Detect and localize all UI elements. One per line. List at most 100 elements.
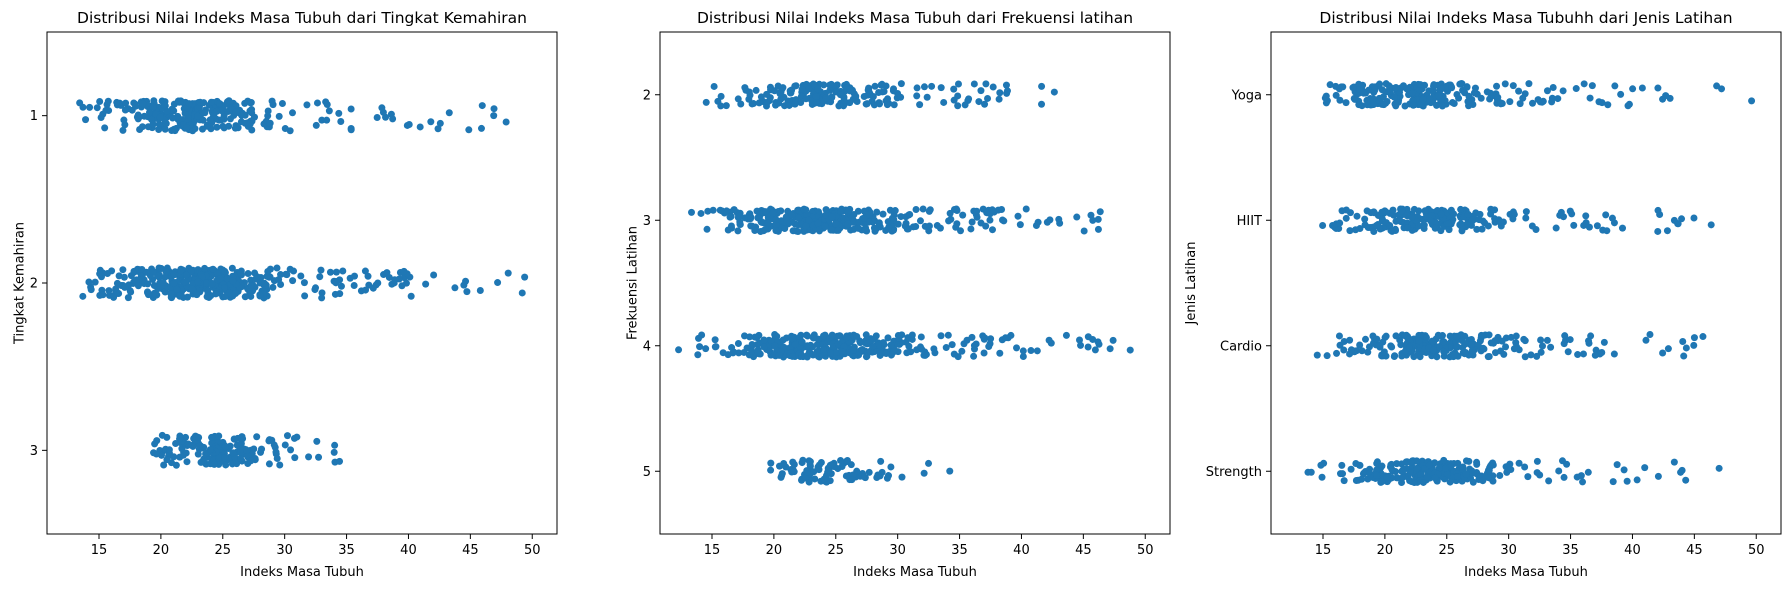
data-point xyxy=(1022,205,1030,213)
data-point xyxy=(1438,332,1446,340)
data-point xyxy=(1462,470,1470,478)
data-point xyxy=(1654,227,1662,235)
data-point xyxy=(1574,351,1582,359)
data-point xyxy=(874,471,882,479)
data-point xyxy=(1349,84,1357,92)
data-point xyxy=(115,272,123,280)
data-point xyxy=(330,448,338,456)
data-point xyxy=(967,225,975,233)
data-point xyxy=(948,341,956,349)
y-tick-label: Cardio xyxy=(1220,339,1262,354)
data-point xyxy=(1425,461,1433,469)
data-point xyxy=(857,346,865,354)
data-point xyxy=(149,120,157,128)
data-point xyxy=(286,265,294,273)
data-point xyxy=(127,288,135,296)
data-point xyxy=(183,124,191,132)
data-point xyxy=(1426,95,1434,103)
data-point xyxy=(265,460,273,468)
data-point xyxy=(1471,84,1479,92)
data-point xyxy=(1089,216,1097,224)
x-axis-label: Indeks Masa Tubuh xyxy=(240,565,364,580)
data-point xyxy=(1458,465,1466,473)
data-point xyxy=(1490,339,1498,347)
data-point xyxy=(749,100,757,108)
data-point xyxy=(827,349,835,357)
data-point xyxy=(1419,96,1427,104)
data-point xyxy=(1519,94,1527,102)
chart-title: Distribusi Nilai Indeks Masa Tubuhh dari… xyxy=(1319,9,1732,27)
data-point xyxy=(318,116,326,124)
data-point xyxy=(221,267,229,275)
data-point xyxy=(221,443,229,451)
data-point xyxy=(717,102,725,110)
data-point xyxy=(747,215,755,223)
data-point xyxy=(753,341,761,349)
data-point xyxy=(772,216,780,224)
data-point xyxy=(1453,473,1461,481)
data-point xyxy=(1346,350,1354,358)
data-point xyxy=(1690,341,1698,349)
data-point xyxy=(283,432,291,440)
data-point xyxy=(201,109,209,117)
data-point xyxy=(1521,353,1529,361)
data-point xyxy=(877,457,885,465)
data-point xyxy=(982,222,990,230)
data-point xyxy=(229,449,237,457)
data-point xyxy=(1527,351,1535,359)
data-point xyxy=(161,125,169,133)
data-point xyxy=(103,270,111,278)
data-point xyxy=(183,293,191,301)
data-point xyxy=(834,226,842,234)
data-point xyxy=(191,125,199,133)
data-point xyxy=(1659,349,1667,357)
data-point xyxy=(337,282,345,290)
data-point xyxy=(946,467,954,475)
data-point xyxy=(256,292,264,300)
data-point xyxy=(891,207,899,215)
data-point xyxy=(323,116,331,124)
data-point xyxy=(1352,477,1360,485)
data-point xyxy=(1608,214,1616,222)
data-point xyxy=(849,346,857,354)
data-point xyxy=(925,207,933,215)
data-point xyxy=(1560,473,1568,481)
data-point xyxy=(802,222,810,230)
data-point xyxy=(1469,478,1477,486)
data-point xyxy=(860,93,868,100)
data-point xyxy=(937,332,945,340)
data-point xyxy=(809,351,817,359)
plot-frame xyxy=(659,31,1171,535)
y-tick-label: 2 xyxy=(30,277,38,292)
data-point xyxy=(1444,220,1452,228)
data-point xyxy=(374,279,382,287)
data-point xyxy=(760,336,768,344)
data-point xyxy=(1365,343,1373,351)
data-point xyxy=(897,93,905,101)
data-point xyxy=(170,271,178,279)
data-point xyxy=(1591,351,1599,359)
data-point xyxy=(1664,345,1672,353)
data-point xyxy=(246,290,254,298)
data-point xyxy=(1654,84,1662,92)
data-point xyxy=(82,116,90,124)
data-point xyxy=(1533,469,1541,477)
data-point xyxy=(85,278,93,286)
data-point xyxy=(772,227,780,235)
data-point xyxy=(809,334,817,341)
data-point xyxy=(1337,83,1345,91)
data-point xyxy=(1355,101,1363,109)
data-point xyxy=(757,93,765,101)
data-point xyxy=(788,352,796,360)
data-point xyxy=(1572,85,1580,93)
data-point xyxy=(194,278,202,286)
data-point xyxy=(870,224,878,232)
data-point xyxy=(751,333,759,341)
data-point xyxy=(832,220,840,228)
data-point xyxy=(151,440,159,448)
data-point xyxy=(827,226,835,234)
data-point xyxy=(155,126,163,134)
data-point xyxy=(803,468,811,476)
data-point xyxy=(430,271,438,279)
data-point xyxy=(247,282,255,290)
